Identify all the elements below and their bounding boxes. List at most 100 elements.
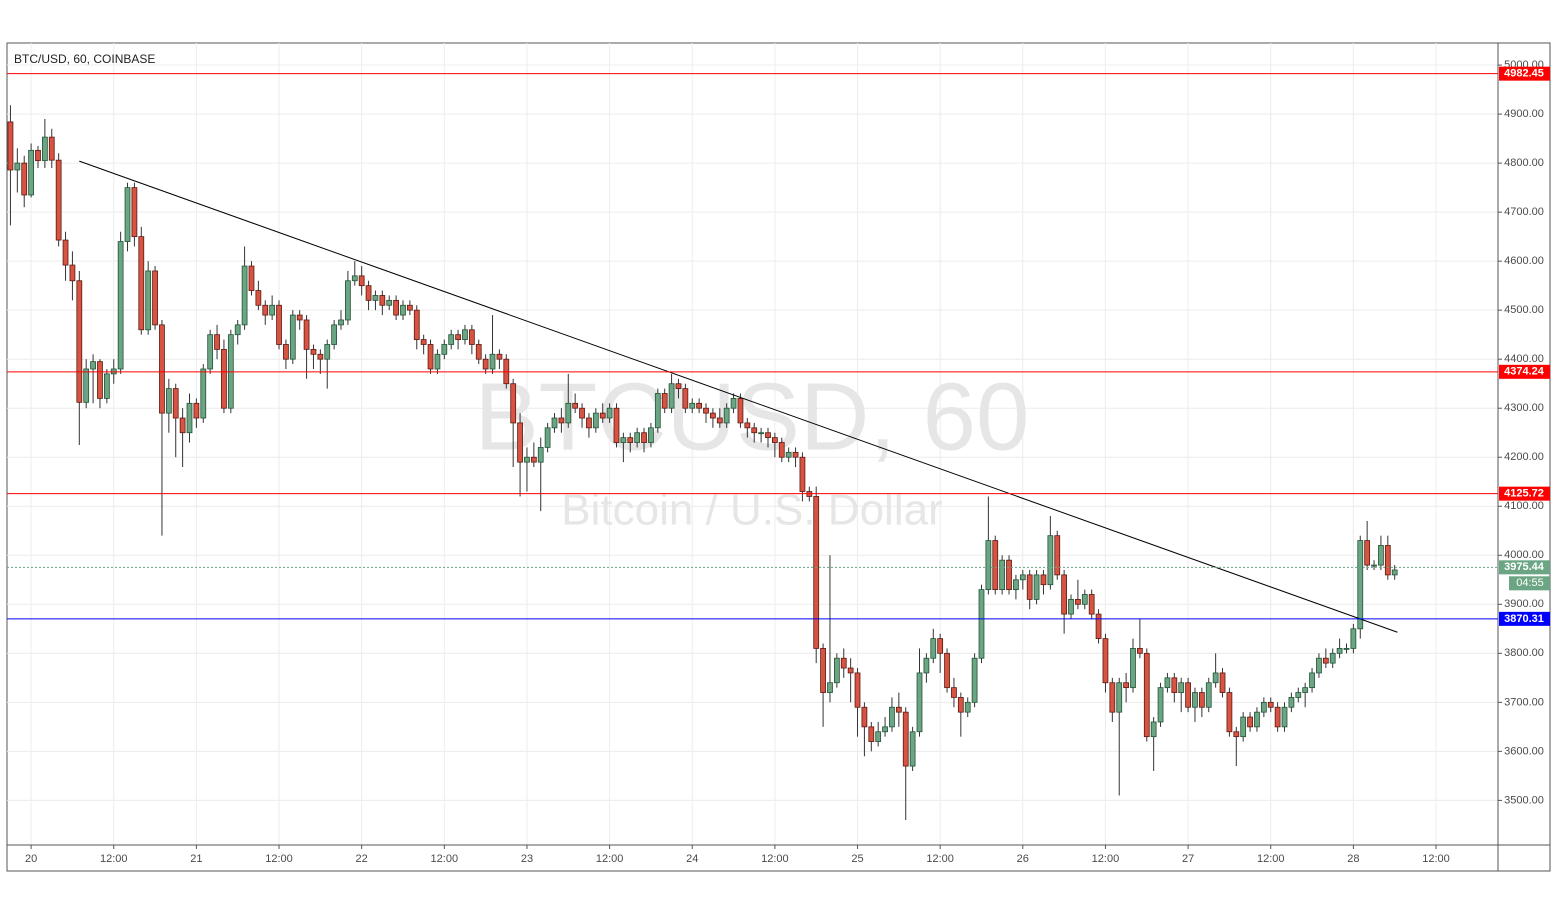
candle-body <box>1040 574 1047 586</box>
candle-body <box>723 407 730 424</box>
candle-body <box>971 657 978 703</box>
candle-body <box>1260 701 1267 713</box>
candle-body <box>1102 638 1109 684</box>
candle-body <box>1281 706 1288 728</box>
candle-body <box>792 451 799 458</box>
candle-body <box>1364 540 1371 566</box>
candle-body <box>413 309 420 340</box>
candle-body <box>875 731 882 742</box>
candle-body <box>599 412 606 419</box>
candle-body <box>882 726 888 733</box>
candle-body <box>427 344 434 370</box>
candle-body <box>283 344 289 360</box>
candle-body <box>372 295 379 301</box>
candle-body <box>138 236 145 331</box>
x-tick-label: 25 <box>851 853 863 865</box>
candle-body <box>1267 701 1274 708</box>
candle-body <box>999 559 1006 590</box>
candle-body <box>310 348 317 355</box>
candle-body <box>48 136 55 161</box>
candle-body <box>751 427 758 434</box>
candle-body <box>214 334 220 350</box>
candle-body <box>537 447 544 463</box>
y-tick-label: 3800.00 <box>1504 647 1544 659</box>
candle-body <box>248 265 255 291</box>
candle-body <box>69 264 76 282</box>
candle-body <box>21 162 28 196</box>
candle-body <box>978 589 985 659</box>
candle-body <box>324 344 331 360</box>
candle-body <box>276 304 282 345</box>
candle-body <box>558 417 565 424</box>
candle-body <box>758 432 764 435</box>
candle-body <box>620 437 627 443</box>
candle-body <box>379 295 386 306</box>
candle-body <box>744 422 751 429</box>
candle-body <box>1309 672 1315 689</box>
candle-body <box>586 417 592 429</box>
x-tick-label: 12:00 <box>596 853 624 865</box>
candle-body <box>489 353 496 370</box>
candle-body <box>930 638 937 659</box>
candle-body <box>386 299 393 306</box>
candle-body <box>895 706 902 713</box>
candle-body <box>1047 535 1054 586</box>
candle-body <box>592 412 599 429</box>
candle-body <box>76 280 83 403</box>
candle-body <box>1288 697 1295 708</box>
candle-body <box>682 388 689 409</box>
level-label-box <box>1499 486 1550 501</box>
level-label-box <box>1499 560 1550 575</box>
candle-body <box>407 304 413 311</box>
candle-body <box>854 672 861 708</box>
candle-body <box>420 339 427 345</box>
candle-body <box>90 361 96 370</box>
candle-body <box>1095 613 1102 640</box>
candle-body <box>799 456 806 492</box>
candle-body <box>289 314 296 360</box>
x-tick-label: 12:00 <box>100 853 128 865</box>
y-tick-label: 4500.00 <box>1504 304 1544 316</box>
candle-body <box>944 652 950 689</box>
candle-body <box>262 304 269 316</box>
candle-body <box>785 451 792 458</box>
y-tick-label: 4200.00 <box>1504 451 1544 463</box>
candle-body <box>1219 672 1226 693</box>
candle-body <box>517 422 523 463</box>
y-tick-label: 3900.00 <box>1504 598 1544 610</box>
candle-body <box>1212 672 1219 684</box>
y-tick-label: 3500.00 <box>1504 794 1544 806</box>
candle-body <box>41 136 48 162</box>
candle-body <box>234 324 241 336</box>
candle-body <box>7 121 14 171</box>
candle-body <box>923 657 930 674</box>
candle-body <box>833 657 840 684</box>
candle-body <box>964 701 971 713</box>
candle-body <box>200 368 207 419</box>
candle-body <box>1150 721 1157 738</box>
candle-body <box>172 388 179 419</box>
candle-body <box>165 388 172 414</box>
countdown-box <box>1509 576 1550 591</box>
y-tick-label: 3600.00 <box>1504 745 1544 757</box>
candle-body <box>117 241 124 370</box>
candle-body <box>83 368 90 403</box>
candle-body <box>303 319 310 350</box>
candle-body <box>269 304 276 316</box>
x-tick-label: 12:00 <box>1092 853 1120 865</box>
level-label: 4125.72 <box>1504 488 1544 500</box>
x-tick-label: 12:00 <box>1257 853 1285 865</box>
level-label-box <box>1499 364 1550 379</box>
candle-body <box>1178 682 1185 693</box>
candle-body <box>345 280 351 321</box>
candle-body <box>186 402 193 434</box>
candle-body <box>551 417 558 429</box>
candle-body <box>255 290 262 306</box>
candle-body <box>668 383 675 409</box>
candle-body <box>654 393 661 429</box>
y-tick-label: 4300.00 <box>1504 402 1544 414</box>
candle-body <box>627 437 634 443</box>
candle-body <box>103 373 110 399</box>
candle-body <box>1171 677 1178 693</box>
